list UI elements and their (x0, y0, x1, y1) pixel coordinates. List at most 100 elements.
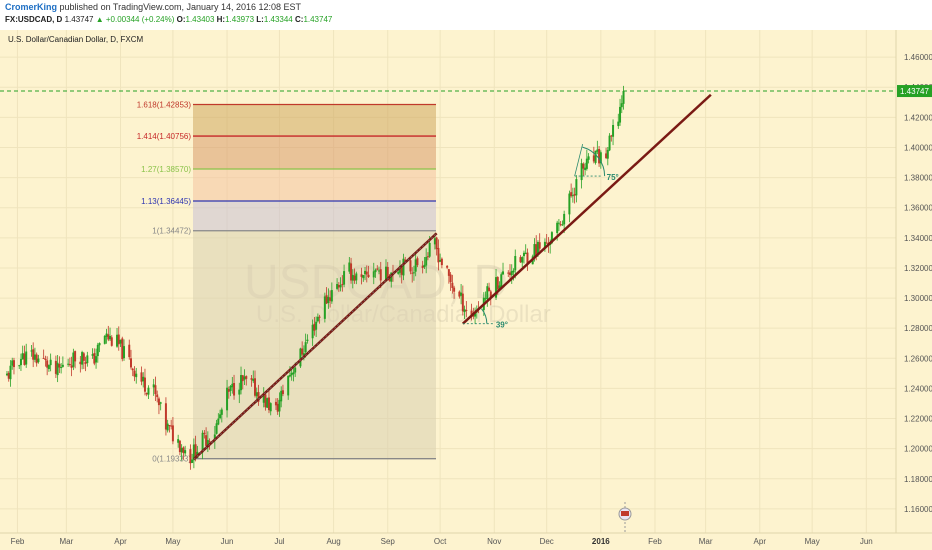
time-tick-label: 2016 (592, 537, 610, 546)
candle-body (86, 355, 89, 364)
candle-body (168, 425, 171, 427)
candle-body (364, 270, 367, 275)
candle-body (280, 390, 283, 402)
candle-body (215, 423, 218, 434)
candle-body (245, 376, 248, 379)
candle-body (56, 362, 59, 376)
time-tick-label: Apr (754, 537, 767, 546)
candle-body (292, 372, 295, 375)
candle-body (514, 256, 517, 271)
candle-body (376, 268, 379, 270)
price-tick-label: 1.32000 (904, 264, 932, 273)
candle-body (35, 354, 38, 364)
candle-body (72, 352, 75, 367)
candle-body (316, 316, 319, 322)
candle-body (254, 378, 257, 396)
candle-body (526, 252, 529, 264)
time-tick-label: Mar (699, 537, 713, 546)
candle-body (262, 395, 265, 403)
candle-body (201, 432, 204, 453)
candle-body (12, 360, 15, 368)
candle-body (507, 272, 510, 274)
candle-body (535, 244, 538, 256)
author-link[interactable]: CromerKing (5, 2, 58, 12)
price-axis[interactable]: 1.460001.440001.420001.400001.380001.360… (897, 53, 932, 514)
fib-level-label: 1.27(1.38570) (141, 165, 191, 174)
candle-body (301, 348, 304, 355)
last-price: 1.43747 (64, 15, 94, 24)
candle-body (606, 149, 609, 159)
candle-body (288, 375, 291, 377)
candle-body (384, 266, 387, 282)
candle-body (170, 425, 173, 427)
candle-body (231, 383, 234, 388)
candle-body (96, 344, 99, 357)
candle-body (30, 350, 33, 352)
candle-body (54, 360, 57, 374)
candle-body (25, 351, 28, 365)
candle-body (294, 367, 297, 373)
candle-body (470, 310, 473, 316)
candle-body (617, 121, 620, 127)
chart-header: CromerKing published on TradingView.com,… (0, 0, 932, 31)
fib-extension[interactable]: 1.618(1.42853) 1.414(1.40756) 1.27(1.38570… (137, 101, 436, 464)
candle-body (573, 194, 576, 196)
candle-body (512, 270, 515, 273)
candle-body (440, 258, 443, 266)
price-tick-label: 1.26000 (904, 354, 932, 363)
candle-body (128, 344, 131, 358)
candle-body (299, 348, 302, 367)
last-price-tag-label: 1.43747 (900, 87, 929, 96)
candle-body (465, 309, 468, 311)
candle-body (397, 272, 400, 274)
candle-body (5, 373, 8, 376)
time-tick-label: May (165, 537, 180, 546)
candle-body (105, 333, 108, 337)
high-value: 1.43973 (225, 15, 255, 24)
candle-body (182, 447, 185, 454)
candle-body (556, 222, 559, 233)
angle-ray (574, 143, 584, 177)
candle-body (79, 361, 82, 365)
price-chart[interactable]: USDCAD, D U.S. Dollar/Canadian Dollar 1.… (0, 30, 932, 550)
candle-body (103, 335, 106, 344)
angle-arc (481, 308, 488, 324)
time-axis[interactable]: Feb Mar Apr May Jun Jul Aug Sep Oct Nov Dec 2016 Feb… (11, 537, 873, 546)
candle-body (42, 357, 45, 359)
candle-body (11, 360, 14, 366)
candle-body (474, 313, 477, 317)
drawing-tools[interactable]: 39° 75° (0, 90, 896, 461)
candle-body (451, 282, 454, 288)
candle-body (266, 398, 269, 408)
candle-body (500, 274, 503, 287)
candle-body (219, 414, 222, 419)
candle-body (435, 237, 438, 250)
candle-body (587, 156, 590, 160)
candle-body (274, 401, 277, 406)
candle-body (93, 353, 96, 364)
fib-level-label: 1.618(1.42853) (137, 101, 192, 110)
candle-body (402, 258, 405, 276)
candle-body (416, 258, 419, 266)
price-tick-label: 1.30000 (904, 294, 932, 303)
angle-label: 39° (496, 321, 508, 330)
ohlc-line: FX:USDCAD, D 1.43747 ▲ +0.00344 (+0.24%)… (5, 15, 332, 24)
time-tick-label: Jun (860, 537, 873, 546)
candle-body (412, 272, 415, 274)
candle-body (252, 378, 255, 382)
time-tick-label: Dec (540, 537, 554, 546)
price-tick-label: 1.36000 (904, 204, 932, 213)
candle-body (206, 440, 209, 447)
event-marker[interactable] (618, 502, 632, 532)
candle-body (61, 364, 64, 367)
candle-body (446, 265, 449, 268)
candle-body (152, 384, 155, 388)
candle-body (95, 356, 98, 363)
candle-body (226, 387, 229, 411)
candle-body (257, 392, 260, 402)
fib-zone (193, 201, 436, 231)
candle-body (58, 364, 61, 368)
fib-level-label: 1.414(1.40756) (137, 132, 192, 141)
candle-body (116, 334, 119, 347)
candle-body (458, 291, 461, 297)
